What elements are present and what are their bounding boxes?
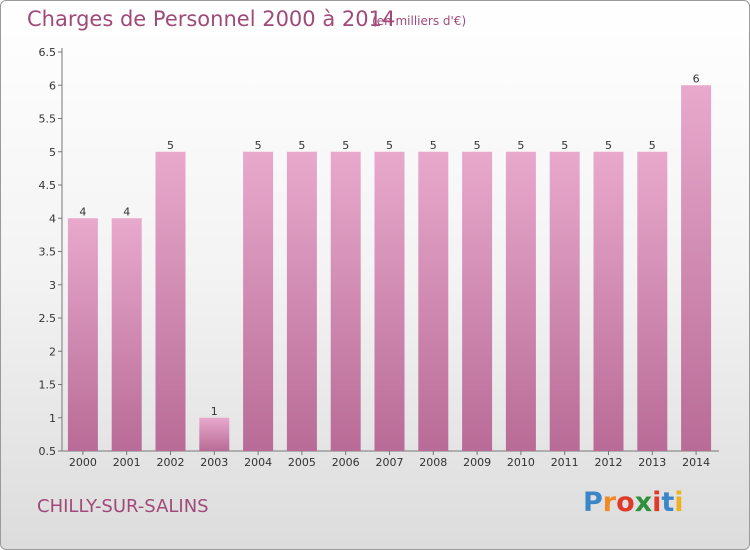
bar [593,151,624,451]
bar [111,218,142,451]
bar-value-label: 5 [517,139,524,152]
x-tick-label: 2013 [638,456,666,469]
bar-value-label: 5 [342,139,349,152]
bar-value-label: 6 [693,72,700,85]
bar-value-label: 5 [386,139,393,152]
x-tick-label: 2005 [288,456,316,469]
y-tick-label: 5 [49,146,56,159]
bar [155,151,186,451]
logo-letter: t [661,487,675,518]
logo-letter: i [652,487,662,518]
bar [243,151,274,451]
x-tick-label: 2003 [200,456,228,469]
x-tick-label: 2007 [376,456,404,469]
bar-value-label: 5 [255,139,262,152]
x-tick-label: 2006 [332,456,360,469]
y-tick-label: 5.5 [39,113,57,126]
bar-value-label: 4 [123,205,130,218]
y-tick-label: 2.5 [39,312,57,325]
y-tick-label: 1.5 [39,379,57,392]
bar-value-label: 5 [561,139,568,152]
bar-value-label: 5 [430,139,437,152]
logo-letter: x [634,487,653,518]
bar [637,151,668,451]
bar [418,151,449,451]
bar-value-label: 5 [605,139,612,152]
bar [681,85,712,451]
x-tick-label: 2004 [244,456,272,469]
bar [330,151,361,451]
proxiti-logo: Proxiti [583,487,684,518]
bar-value-label: 1 [211,405,218,418]
logo-letter: i [674,487,684,518]
x-tick-label: 2001 [113,456,141,469]
bar [549,151,580,451]
x-tick-label: 2012 [595,456,623,469]
bar-value-label: 5 [298,139,305,152]
x-tick-label: 2008 [419,456,447,469]
bar-value-label: 5 [649,139,656,152]
x-tick-label: 2002 [157,456,185,469]
logo-letter: o [616,487,635,518]
bar [199,417,230,451]
logo-letter: r [602,487,617,518]
bar-value-label: 5 [474,139,481,152]
x-tick-label: 2011 [551,456,579,469]
x-tick-label: 2010 [507,456,535,469]
bar [374,151,405,451]
bar [505,151,536,451]
x-tick-label: 2009 [463,456,491,469]
chart-subtitle: (en milliers d'€) [372,14,467,28]
y-tick-label: 2 [49,345,56,358]
bar [462,151,493,451]
city-name: CHILLY-SUR-SALINS [37,496,209,517]
y-tick-label: 3.5 [39,246,57,259]
y-tick-label: 0.5 [39,445,57,458]
y-tick-label: 4 [49,212,56,225]
y-tick-label: 4.5 [39,179,57,192]
x-tick-label: 2014 [682,456,710,469]
chart-title: Charges de Personnel 2000 à 2014 [27,7,396,31]
bar-value-label: 5 [167,139,174,152]
y-tick-label: 6 [49,79,56,92]
bar [67,218,98,451]
bar-value-label: 4 [79,205,86,218]
x-tick-label: 2000 [69,456,97,469]
bar [286,151,317,451]
y-tick-label: 3 [49,279,56,292]
y-tick-label: 6.5 [39,46,57,59]
y-tick-label: 1 [49,412,56,425]
logo-letter: P [583,487,603,518]
